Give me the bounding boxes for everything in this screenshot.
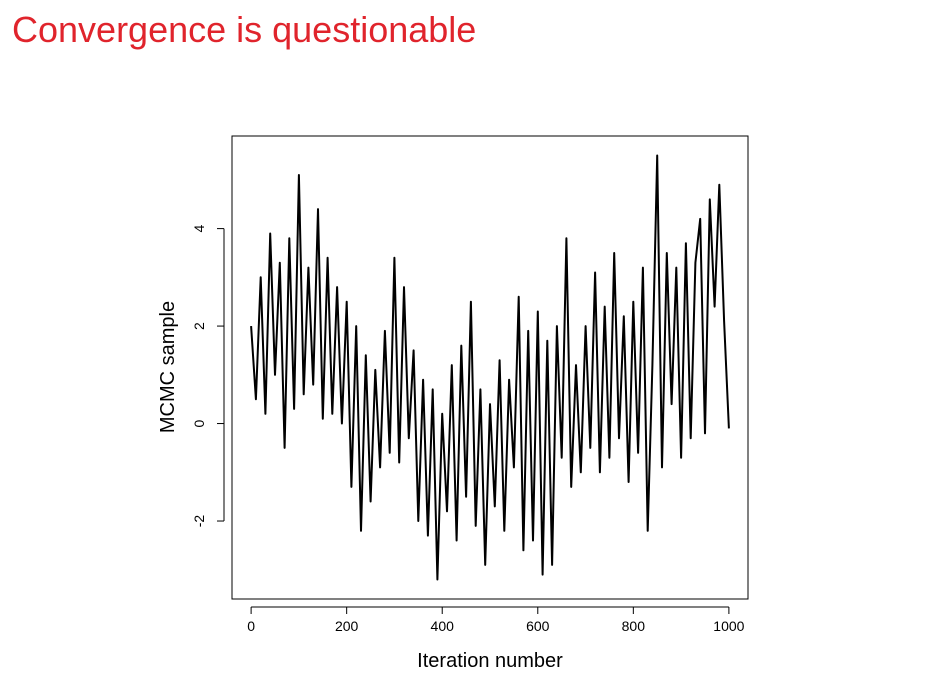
x-tick-label: 200 [335,618,359,634]
y-tick-label: 4 [191,224,207,232]
x-tick-label: 0 [247,618,255,634]
plot-frame [231,135,749,600]
x-tick-label: 1000 [713,618,744,634]
mcmc-trace-line [250,154,730,581]
series-layer [250,154,730,581]
y-tick-label: 2 [191,322,207,330]
y-tick-label: 0 [191,419,207,427]
x-axis: 0 200 400 600 800 1000 [247,606,745,634]
x-tick-label: 600 [526,618,550,634]
y-axis-label: MCMC sample [157,301,179,433]
y-axis: -2 0 2 4 [191,224,225,528]
x-tick-label: 400 [431,618,455,634]
x-tick-label: 800 [622,618,646,634]
x-axis-label: Iteration number [417,650,563,672]
slide-title: Convergence is questionable [12,9,477,50]
y-tick-label: -2 [191,515,207,528]
